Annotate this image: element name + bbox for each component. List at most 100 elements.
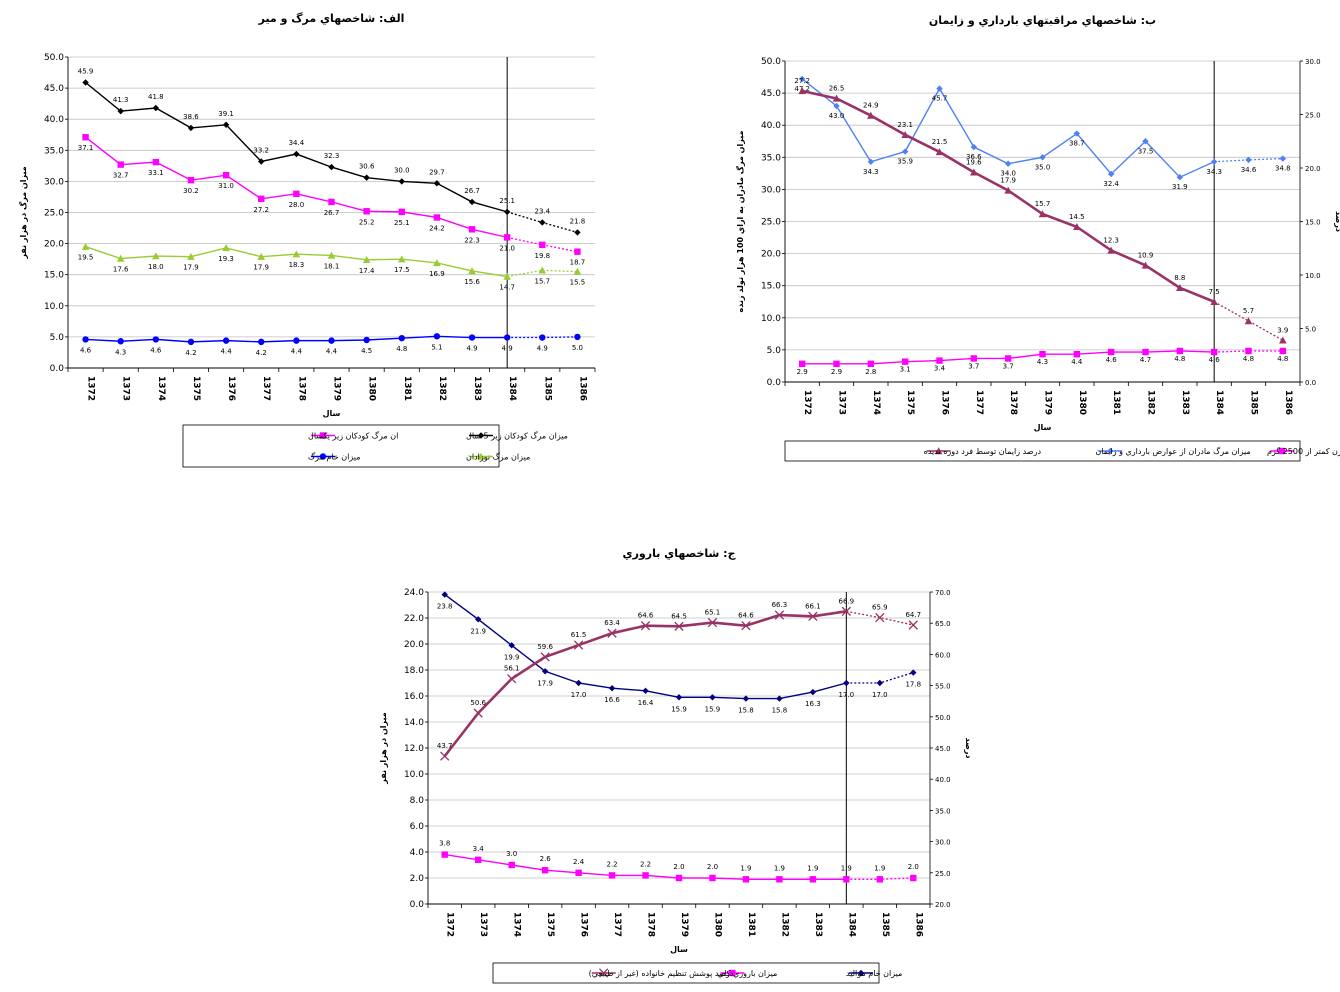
data-label: 30.0 [394, 166, 410, 174]
data-label: 7.5 [1209, 288, 1220, 296]
data-point [1279, 155, 1287, 162]
data-label: 15.7 [1035, 200, 1051, 208]
data-point [327, 251, 336, 259]
legend-label: ميزان باروري كلي [717, 969, 777, 978]
legend-label: درصد زايمان توسط فرد دوره نديده [924, 447, 1042, 456]
data-label: 4.7 [1140, 356, 1151, 364]
data-point [1038, 210, 1047, 218]
data-point [293, 150, 300, 158]
data-label: 16.6 [604, 696, 620, 704]
data-label: 63.4 [604, 619, 620, 627]
data-point [433, 259, 441, 267]
data-label: 2.0 [707, 863, 718, 871]
data-label: 34.0 [1000, 170, 1016, 178]
data-point [741, 621, 751, 631]
data-label: 34.3 [1206, 168, 1222, 176]
data-label: 17.9 [253, 264, 269, 272]
data-point [152, 104, 160, 112]
y2-tick-label: 60.0 [935, 651, 951, 659]
y2-tick-label: 20.0 [935, 901, 951, 909]
legend-label: ان مرگ كودكان زير يكسال [308, 431, 398, 441]
data-label: 26.7 [464, 187, 480, 195]
data-point [468, 198, 476, 206]
x-tick-label: 1379 [1043, 390, 1053, 415]
data-label: 17.9 [183, 264, 199, 272]
data-point [503, 208, 511, 216]
data-label: 4.9 [502, 345, 513, 353]
legend-entry: ميزان مرگ نوزادان [466, 452, 530, 462]
x-tick-label: 1374 [512, 912, 522, 937]
data-label: 1.9 [740, 864, 751, 872]
x-axis-label: سال [1034, 423, 1052, 432]
data-point [152, 158, 160, 166]
data-label: 17.5 [394, 266, 410, 274]
data-label: 36.6 [966, 153, 982, 161]
data-point [82, 134, 89, 141]
data-point [1245, 156, 1252, 164]
data-point [675, 874, 683, 882]
y-tick-label: 15.0 [761, 282, 781, 292]
data-point [187, 338, 195, 346]
data-label: 25.1 [394, 219, 410, 227]
data-label: 31.9 [1172, 183, 1188, 191]
y-axis-label: ميزان مرگ مادران به ازاي 100 هزار تولد ز… [735, 131, 745, 313]
data-label: 4.9 [537, 345, 548, 353]
y-tick-label: 45.0 [44, 84, 64, 94]
data-label: 4.9 [466, 345, 477, 353]
data-point [832, 94, 841, 102]
data-label: 27.2 [794, 77, 810, 85]
data-point [833, 102, 840, 110]
data-point [541, 867, 549, 874]
legend-marker [1278, 447, 1286, 455]
data-label: 3.7 [1003, 362, 1014, 370]
data-label: 66.3 [772, 601, 788, 609]
legend-entry: درصد متولدين با وزن كمتر از 2500 گرم [1267, 446, 1340, 456]
data-point [1004, 355, 1012, 362]
data-point [640, 621, 651, 631]
y-tick-label: 20.0 [44, 240, 64, 250]
data-point [1004, 186, 1012, 194]
x-axis-label: سال [323, 409, 341, 418]
data-point [433, 333, 441, 340]
legend-box [182, 424, 500, 468]
data-point [398, 334, 405, 342]
x-axis-label: سال [670, 945, 688, 954]
data-point [607, 628, 617, 638]
data-point [1210, 297, 1218, 305]
x-tick-label: 1375 [191, 376, 201, 401]
y-tick-label: 0.0 [410, 900, 425, 910]
data-label: 4.8 [1243, 355, 1254, 363]
data-point [901, 131, 909, 139]
data-point [833, 360, 840, 368]
data-point [908, 620, 918, 630]
legend-marker [599, 968, 609, 978]
data-label: 45.9 [78, 68, 94, 76]
data-point [222, 121, 230, 128]
data-point [1107, 348, 1115, 356]
x-tick-label: 1376 [940, 390, 950, 415]
data-point [573, 640, 584, 650]
data-label: 15.7 [535, 277, 551, 285]
data-label: 35.9 [897, 158, 913, 166]
y2-tick-label: 30.0 [935, 839, 951, 847]
data-label: 17.6 [113, 266, 129, 274]
y-tick-label: 10.0 [404, 770, 424, 780]
data-label: 4.4 [221, 348, 233, 356]
data-point [867, 360, 875, 368]
data-label: 5.1 [431, 343, 442, 351]
data-point [1244, 317, 1253, 325]
x-tick-label: 1380 [1077, 390, 1087, 415]
series-2: 37.1 32.7 33.1 30.2 31.0 27.2 28.0 26.7 25.2 25.1… [78, 134, 585, 267]
data-label: 66.9 [839, 597, 855, 605]
series-3: 43.7 50.6 56.1 59.6 61.5 63.4 64.6 64.5 65.1 64.6… [437, 597, 921, 761]
data-point [608, 872, 616, 879]
series-4: 4.6 4.3 4.6 4.2 4.4 4.2 4.4 4.4 4.5 4.8 5.1 4.9 4.9 4… [80, 333, 583, 357]
x-tick-label: 1385 [1249, 390, 1259, 415]
x-tick-label: 1385 [542, 376, 552, 401]
data-label: 59.6 [537, 643, 553, 651]
data-label: 4.4 [291, 348, 303, 356]
data-label: 4.8 [1277, 355, 1288, 363]
legend: ميزان مرگ كودكان زير 5 سال ان مرگ كودكان … [182, 424, 568, 468]
data-point [116, 254, 125, 262]
